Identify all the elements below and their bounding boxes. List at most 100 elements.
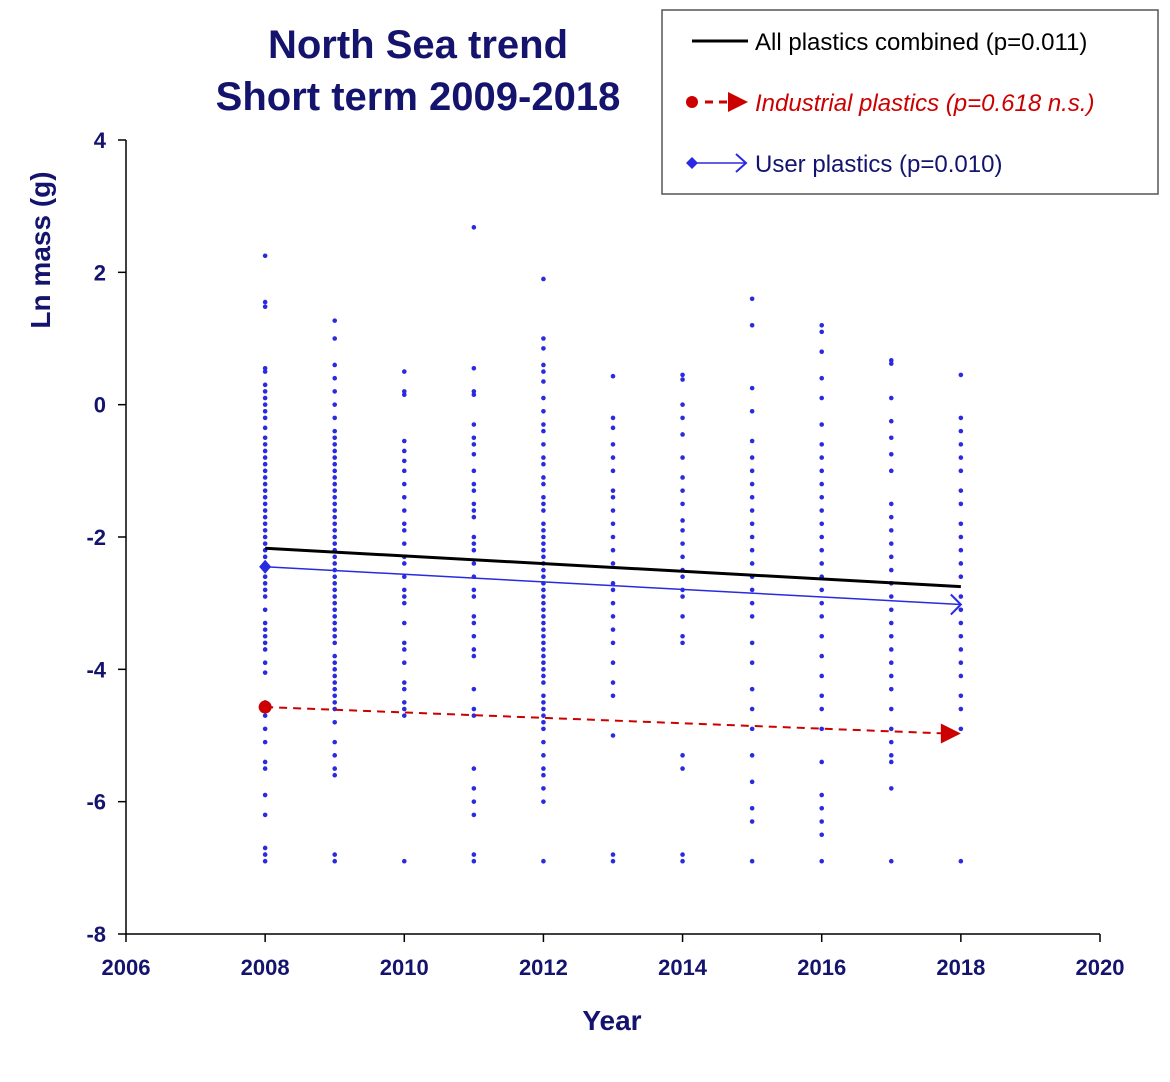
data-point (401, 468, 407, 474)
data-point (332, 673, 338, 679)
y-tick-label: 2 (94, 260, 106, 285)
data-point (610, 693, 616, 699)
data-point (471, 508, 477, 513)
x-tick-label: 2012 (519, 955, 568, 980)
data-point (332, 753, 338, 758)
data-point (958, 428, 964, 434)
data-point (610, 660, 616, 666)
x-tick-label: 2006 (102, 955, 151, 980)
data-point (332, 442, 338, 447)
data-point (888, 554, 894, 560)
data-point (888, 633, 894, 639)
data-point (401, 660, 407, 666)
data-point (401, 594, 407, 599)
data-point (541, 607, 546, 613)
data-point (332, 461, 338, 467)
data-point (541, 753, 546, 758)
data-point (262, 455, 268, 460)
data-point (541, 799, 546, 804)
data-point (610, 858, 616, 864)
data-point (749, 322, 755, 328)
data-point (610, 600, 616, 606)
data-point (749, 385, 755, 391)
data-point (680, 475, 685, 480)
data-point (541, 442, 546, 447)
data-point (680, 594, 685, 599)
x-axis-label: Year (582, 1005, 641, 1036)
y-tick-label: 4 (94, 128, 107, 153)
data-point (680, 372, 685, 378)
data-point (541, 508, 546, 513)
data-point (749, 819, 755, 824)
data-point (332, 680, 338, 685)
y-tick-label: 0 (94, 393, 106, 418)
data-point (332, 693, 338, 699)
data-point (541, 422, 546, 427)
legend-industrial-marker (686, 96, 698, 108)
data-point (541, 680, 546, 685)
data-point (541, 336, 546, 341)
data-point (332, 528, 338, 533)
data-point (471, 468, 477, 474)
data-point (262, 468, 268, 474)
data-point (541, 461, 546, 467)
data-point (332, 428, 338, 434)
data-point (471, 653, 477, 659)
data-point (819, 349, 825, 355)
trend-user-plastics (265, 566, 961, 606)
data-point (610, 852, 616, 857)
data-point (888, 673, 894, 679)
data-point (888, 468, 894, 474)
y-tick-label: -4 (86, 657, 106, 682)
data-point (541, 647, 546, 652)
data-point (819, 395, 825, 401)
data-point (332, 686, 338, 692)
data-point (888, 514, 894, 520)
data-point (262, 633, 268, 639)
data-point (262, 640, 268, 646)
data-point (332, 561, 338, 566)
data-point (610, 373, 616, 379)
data-point (332, 389, 338, 394)
data-point (541, 739, 546, 745)
data-point (262, 726, 268, 732)
data-point (262, 435, 268, 441)
data-point (401, 392, 407, 398)
data-point (610, 614, 616, 619)
data-point (262, 495, 268, 500)
data-point (471, 633, 477, 639)
data-point (541, 534, 546, 540)
data-point (401, 561, 407, 566)
data-point (262, 501, 268, 507)
data-point (471, 541, 477, 546)
data-point (749, 614, 755, 619)
data-point (680, 488, 685, 493)
data-point (471, 389, 477, 394)
data-point (401, 620, 407, 626)
data-point (262, 620, 268, 626)
data-point (819, 561, 825, 566)
data-point (332, 336, 338, 341)
data-point (262, 442, 268, 447)
data-point (541, 408, 546, 414)
data-point (332, 653, 338, 659)
data-point (332, 534, 338, 540)
data-point (888, 501, 894, 507)
data-point (332, 455, 338, 460)
data-point (610, 488, 616, 493)
data-point (958, 415, 964, 421)
data-point (680, 766, 685, 771)
data-point (262, 408, 268, 414)
data-point (401, 640, 407, 646)
data-point (819, 693, 825, 699)
data-point (749, 779, 755, 785)
legend-all-label: All plastics combined (p=0.011) (755, 29, 1087, 56)
data-point (819, 706, 825, 712)
y-tick-label: -2 (86, 525, 106, 550)
data-point (332, 514, 338, 520)
data-point (332, 772, 338, 778)
data-point (610, 587, 616, 593)
data-point (958, 594, 964, 599)
data-point (888, 528, 894, 533)
